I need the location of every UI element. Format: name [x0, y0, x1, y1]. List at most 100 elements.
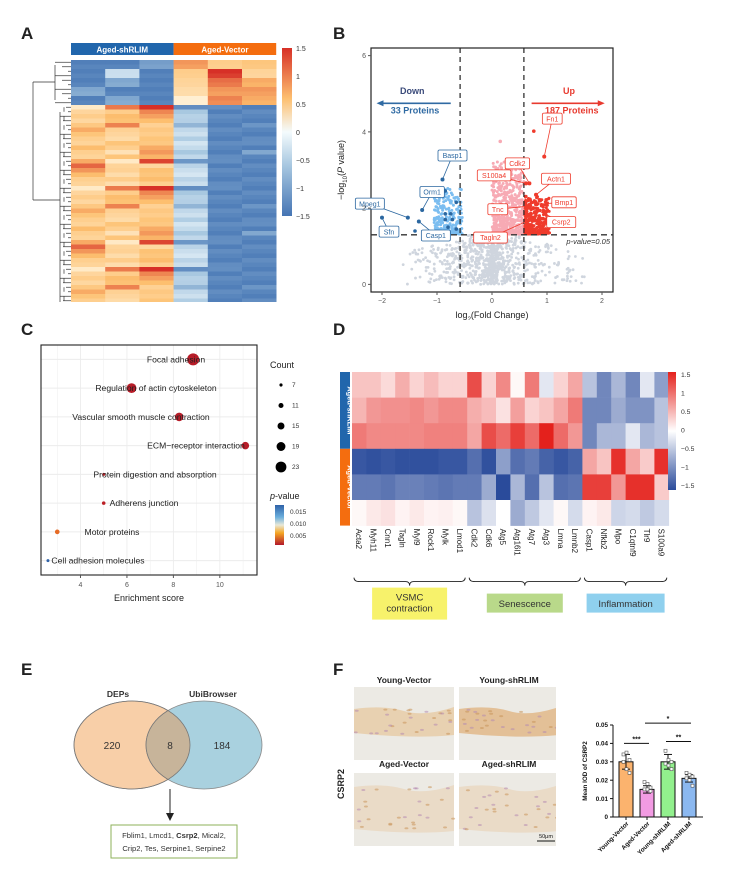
- heatmap-cell: [71, 168, 106, 173]
- point-ns: [482, 269, 486, 273]
- term-label: Vascular smooth muscle contraction: [72, 412, 210, 422]
- point-ns: [490, 264, 493, 268]
- point-ns: [517, 257, 520, 261]
- point-up-weak: [495, 223, 499, 227]
- y-tick-label: 0.01: [596, 796, 609, 803]
- point-up-weak: [501, 215, 505, 219]
- ihc-nucleus: [527, 731, 532, 734]
- heatmap-cell: [71, 73, 106, 79]
- point-ns: [440, 249, 444, 253]
- point-ns: [481, 271, 485, 275]
- size-legend-label: 7: [292, 382, 296, 389]
- point-ns: [457, 251, 461, 255]
- heatmap-cell: [242, 127, 277, 133]
- heatmap-cell: [242, 132, 277, 137]
- point-ns: [466, 259, 470, 263]
- point-ns: [477, 266, 481, 270]
- heatmap-cell: [640, 474, 655, 501]
- heatmap-cell: [71, 96, 106, 101]
- point-ns: [487, 267, 491, 271]
- heatmap-cell: [139, 186, 174, 191]
- colorbar-tick-label: −1.5: [681, 483, 695, 490]
- point-ns: [516, 275, 520, 279]
- point-ns: [484, 263, 488, 267]
- point-ns: [411, 251, 415, 254]
- heatmap-cell: [71, 91, 106, 97]
- heatmap-cell: [173, 285, 209, 290]
- column-label: Myh11: [369, 529, 378, 553]
- point-labeled: [440, 177, 445, 182]
- term-bubble: [126, 383, 137, 393]
- point-highlight: [448, 212, 453, 216]
- ihc-nucleus: [414, 787, 419, 790]
- heatmap-cell: [173, 244, 209, 250]
- point-ns: [464, 276, 468, 280]
- up-count: 187 Proteins: [545, 106, 599, 116]
- heatmap-cell: [380, 397, 396, 424]
- point-ns: [486, 282, 490, 286]
- term-bubble: [241, 441, 250, 450]
- ihc-image-1: [459, 687, 556, 760]
- point-ns: [544, 243, 548, 247]
- heatmap-cell: [173, 105, 209, 110]
- size-legend-dot: [277, 422, 285, 430]
- heatmap-cell: [467, 474, 482, 501]
- heatmap-cell: [71, 249, 106, 254]
- heatmap-cell: [438, 397, 454, 424]
- point-up-weak: [519, 228, 523, 232]
- panel-letter-a: A: [21, 24, 34, 43]
- point-up-strong: [541, 217, 545, 221]
- heatmap-cell: [242, 82, 277, 88]
- point-ns: [448, 243, 452, 247]
- heatmap-cell: [71, 253, 106, 259]
- point-down-weak: [433, 208, 437, 212]
- heatmap-cell: [481, 448, 497, 475]
- point-up-weak: [499, 162, 503, 166]
- heatmap-cell: [539, 448, 554, 475]
- point-up-strong: [541, 222, 545, 226]
- point-ns: [506, 250, 510, 254]
- brace-2: [583, 577, 668, 586]
- point-ns: [450, 248, 454, 252]
- point-ns: [419, 259, 422, 263]
- point-up-strong: [538, 221, 542, 225]
- ihc-nucleus: [465, 789, 470, 792]
- heatmap-cell: [105, 141, 140, 146]
- column-label: Lmod1: [455, 529, 464, 554]
- heatmap-cell: [71, 276, 106, 281]
- heatmap-cell: [467, 448, 482, 475]
- ihc-nucleus: [443, 826, 448, 829]
- heatmap-cell: [640, 500, 655, 526]
- ihc-nucleus: [392, 708, 397, 711]
- heatmap-cell: [139, 100, 174, 106]
- heatmap-cell: [139, 154, 174, 160]
- data-point: [690, 783, 695, 788]
- heatmap-cell: [71, 195, 106, 200]
- point-ns: [432, 262, 436, 266]
- heatmap-cell: [173, 168, 209, 173]
- point-ns: [420, 247, 424, 250]
- ihc-nucleus: [534, 795, 539, 798]
- point-up-weak: [499, 166, 503, 170]
- point-ns: [512, 273, 516, 277]
- point-down-weak: [437, 210, 441, 214]
- point-ns: [524, 259, 528, 263]
- point-ns: [424, 265, 428, 269]
- heatmap-cell: [654, 448, 670, 475]
- column-label: Cnn1: [383, 529, 392, 549]
- point-ns: [533, 279, 537, 282]
- heatmap-cell: [568, 372, 583, 398]
- point-ns: [519, 278, 523, 282]
- ihc-nucleus: [504, 793, 509, 796]
- heatmap-cell: [71, 145, 106, 151]
- heatmap-cell: [71, 154, 106, 160]
- point-down-weak: [433, 218, 437, 222]
- colorbar-tick-label: −0.5: [681, 446, 695, 453]
- heatmap-cell: [105, 213, 140, 218]
- point-up-strong: [536, 206, 540, 210]
- point-ns: [496, 255, 500, 259]
- color-legend-label: 0.010: [290, 521, 307, 528]
- heatmap-cell: [207, 267, 243, 272]
- heatmap-cell: [71, 208, 106, 214]
- down-count: 33 Proteins: [391, 106, 440, 116]
